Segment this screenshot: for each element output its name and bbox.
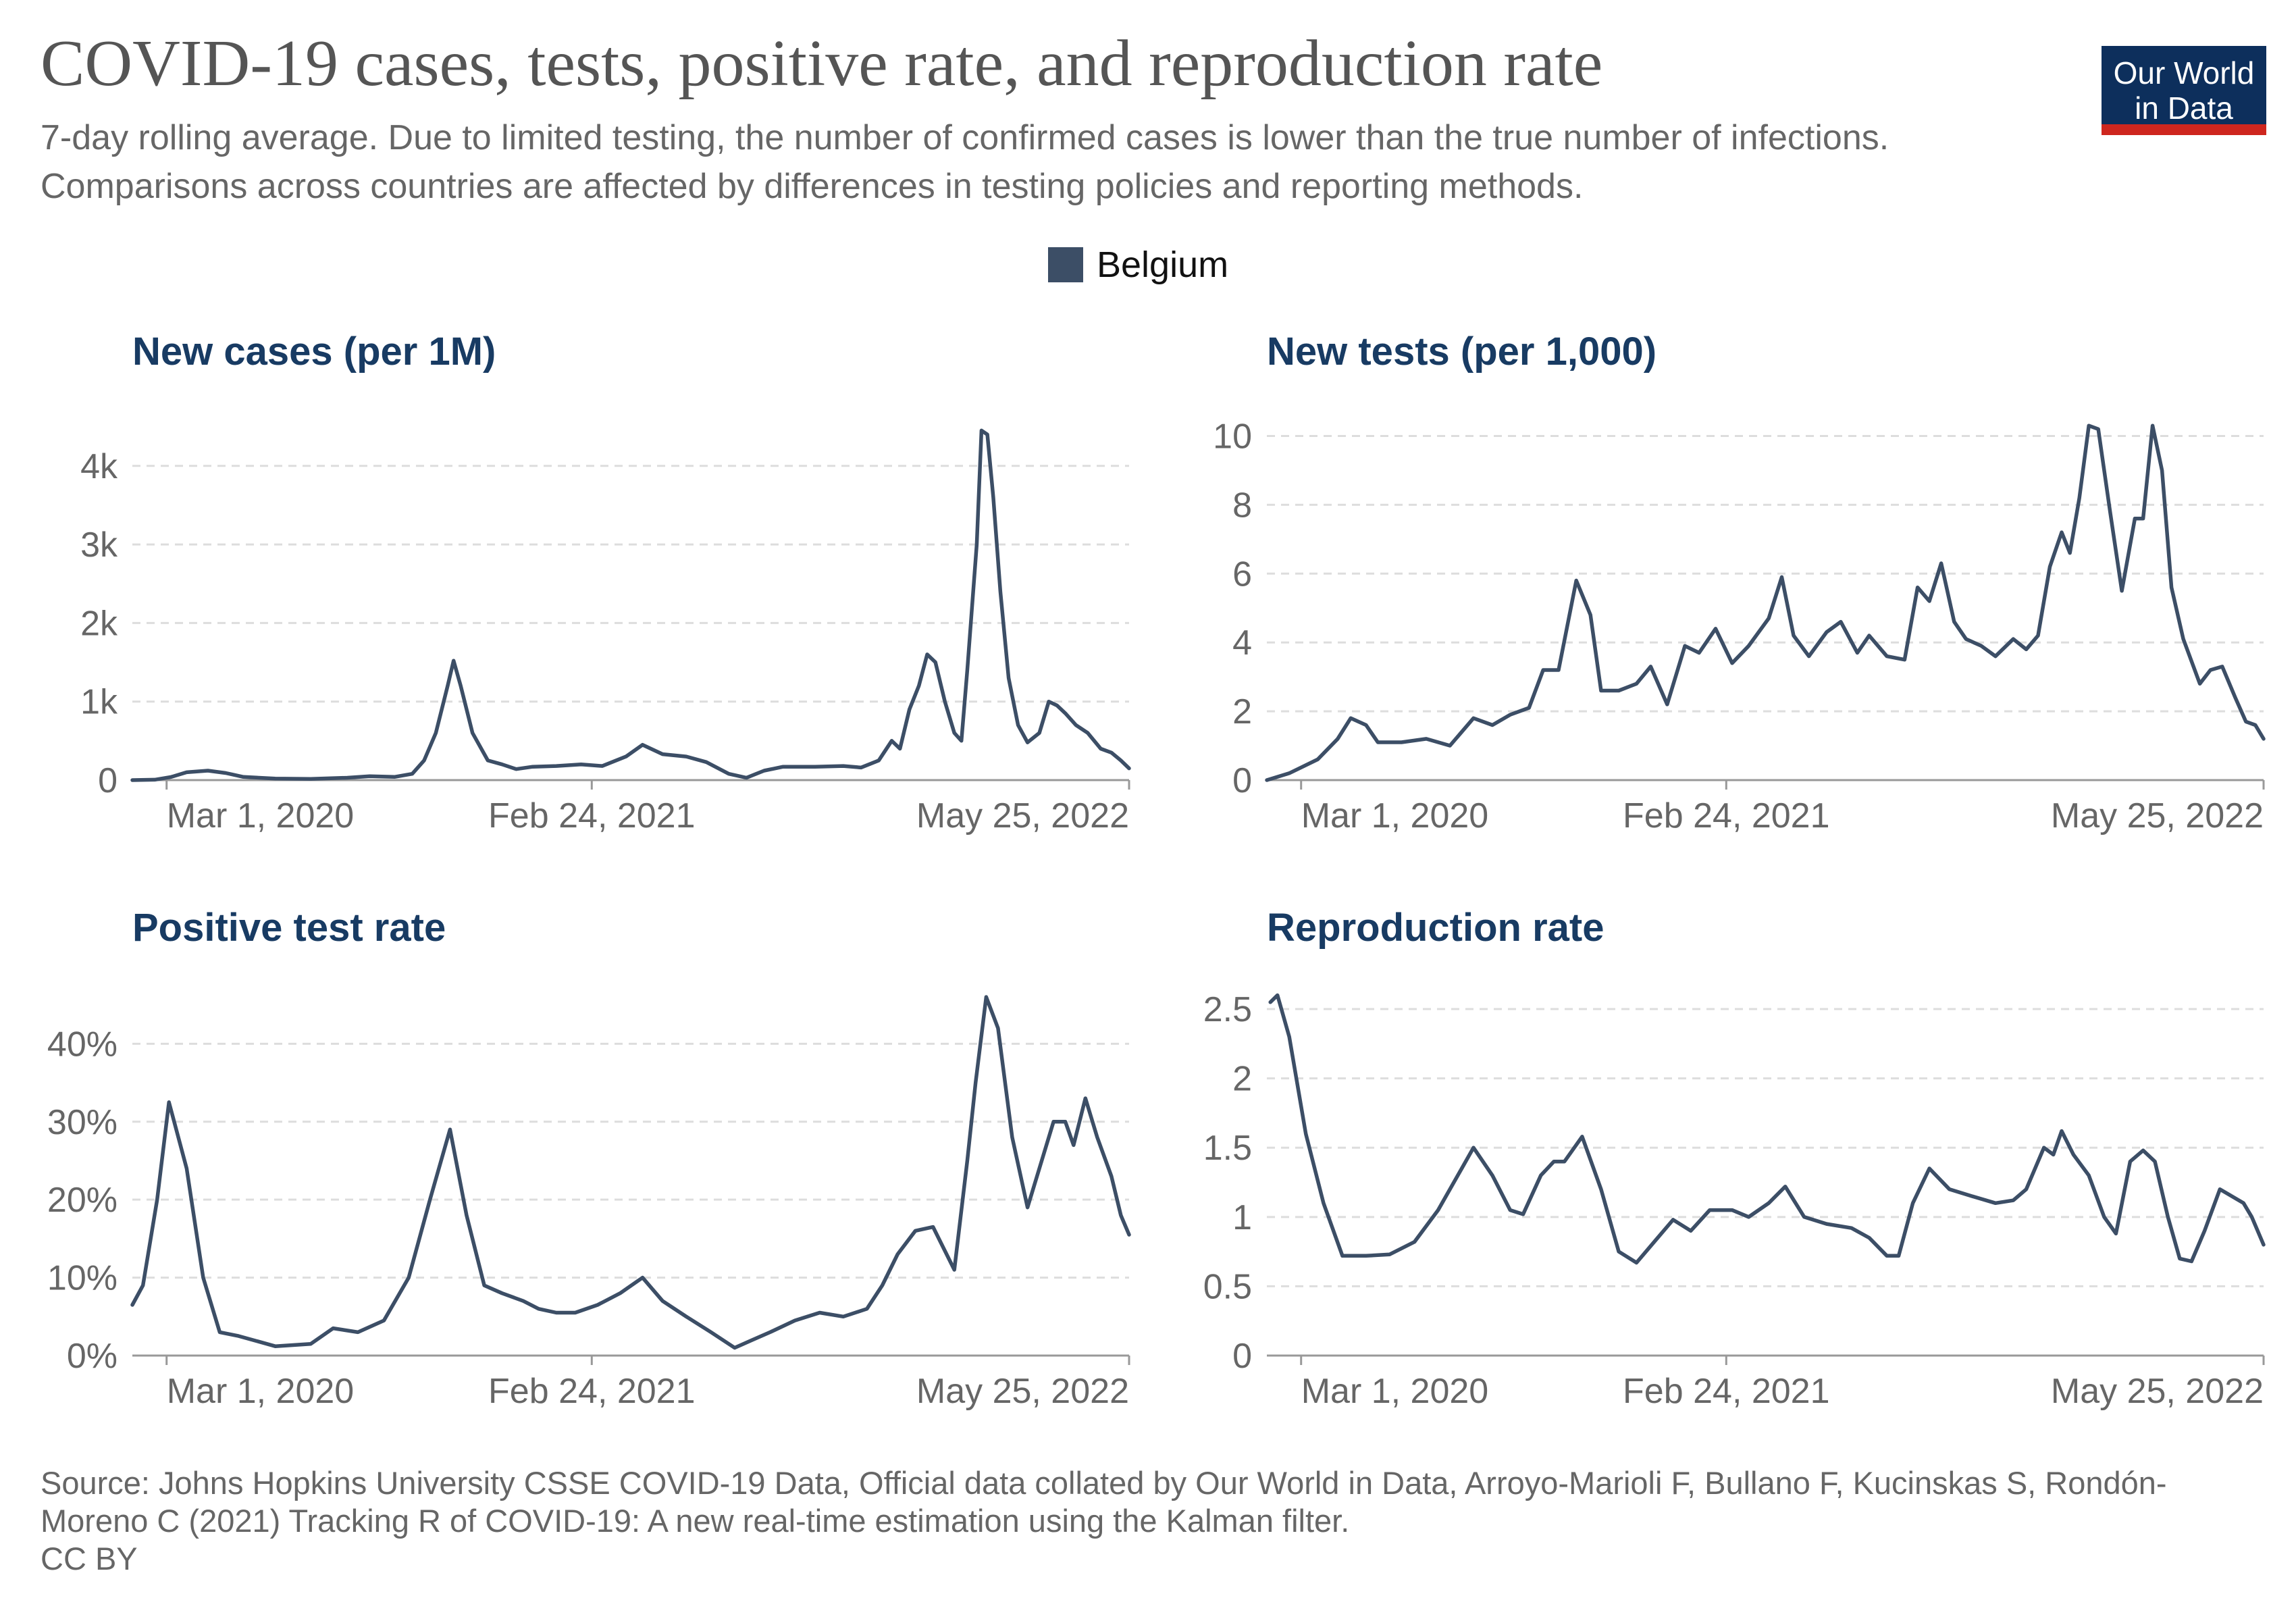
x-tick-label: May 25, 2022 <box>916 1372 1129 1411</box>
y-tick-label: 0% <box>67 1337 118 1376</box>
y-tick-label: 10% <box>47 1259 118 1298</box>
y-tick-label: 1 <box>1232 1198 1252 1237</box>
x-tick-label: Feb 24, 2021 <box>1623 796 1829 835</box>
y-tick-label: 0.5 <box>1203 1267 1252 1306</box>
y-tick-label: 0 <box>1232 1337 1252 1376</box>
y-tick-label: 0 <box>98 761 118 800</box>
panel-title-2: Positive test rate <box>132 906 446 950</box>
legend-swatch-belgium <box>1048 247 1083 282</box>
y-tick-label: 1.5 <box>1203 1129 1252 1168</box>
x-tick-label: Mar 1, 2020 <box>1301 1372 1489 1411</box>
chart-subtitle: 7-day rolling average. Due to limited te… <box>41 118 1889 206</box>
series-line-belgium <box>130 995 1131 1350</box>
y-tick-label: 30% <box>47 1103 118 1142</box>
x-tick-label: Mar 1, 2020 <box>1301 796 1489 835</box>
y-tick-label: 20% <box>47 1181 118 1220</box>
x-tick-label: May 25, 2022 <box>2051 1372 2264 1411</box>
panel-title-1: New tests (per 1,000) <box>1267 330 1656 374</box>
y-tick-label: 1k <box>80 683 118 722</box>
y-tick-label: 2 <box>1232 692 1252 731</box>
y-tick-label: 0 <box>1232 761 1252 800</box>
legend[interactable]: Belgium <box>1048 245 1228 285</box>
legend-label-belgium: Belgium <box>1097 245 1229 285</box>
y-tick-label: 4 <box>1232 623 1252 663</box>
footer: Source: Johns Hopkins University CSSE CO… <box>41 1464 2269 1578</box>
panel-title-0: New cases (per 1M) <box>132 330 496 374</box>
y-tick-label: 40% <box>47 1025 118 1064</box>
y-tick-label: 2.5 <box>1203 990 1252 1029</box>
series-line-belgium <box>1265 423 2266 782</box>
y-tick-label: 4k <box>80 447 118 486</box>
y-tick-label: 10 <box>1213 417 1252 456</box>
x-tick-label: Feb 24, 2021 <box>1623 1372 1829 1411</box>
x-tick-label: Feb 24, 2021 <box>488 796 695 835</box>
x-tick-label: May 25, 2022 <box>916 796 1129 835</box>
x-tick-label: Mar 1, 2020 <box>167 796 355 835</box>
license-note: CC BY <box>41 1541 138 1576</box>
y-tick-label: 8 <box>1232 486 1252 525</box>
chart-title: COVID-19 cases, tests, positive rate, an… <box>41 27 1603 100</box>
y-tick-label: 2 <box>1232 1060 1252 1099</box>
x-tick-label: Mar 1, 2020 <box>167 1372 355 1411</box>
logo-line-2: in Data <box>2135 91 2233 126</box>
y-tick-label: 3k <box>80 525 118 565</box>
owid-logo[interactable]: Our World in Data <box>2102 46 2266 135</box>
x-tick-label: Feb 24, 2021 <box>488 1372 695 1411</box>
panel-title-3: Reproduction rate <box>1267 906 1604 950</box>
x-tick-label: May 25, 2022 <box>2051 796 2264 835</box>
y-tick-label: 6 <box>1232 555 1252 594</box>
series-line-belgium <box>1268 993 2266 1265</box>
logo-line-1: Our World <box>2113 55 2255 91</box>
series-line-belgium <box>130 428 1131 782</box>
source-note: Source: Johns Hopkins University CSSE CO… <box>41 1465 2167 1539</box>
y-tick-label: 2k <box>80 604 118 643</box>
